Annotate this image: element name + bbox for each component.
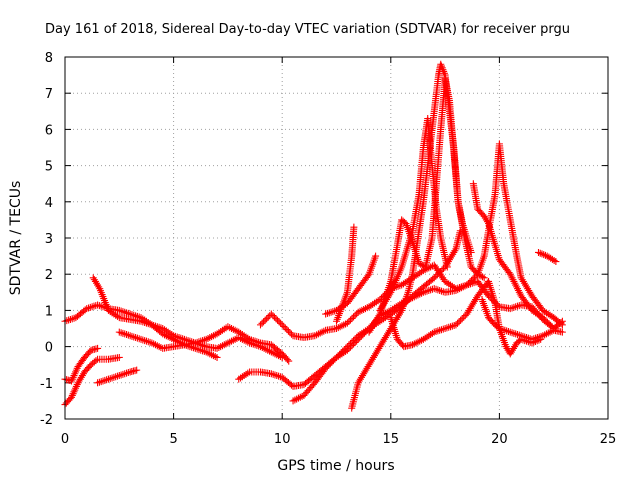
y-tick-label: 6 bbox=[45, 123, 53, 138]
chart-title: Day 161 of 2018, Sidereal Day-to-day VTE… bbox=[45, 22, 570, 37]
x-tick-label: 10 bbox=[274, 432, 291, 447]
series-arc13 bbox=[469, 180, 558, 332]
marker-trail bbox=[387, 277, 545, 358]
marker-trail bbox=[376, 115, 451, 314]
series-arc11 bbox=[376, 115, 451, 314]
y-tick-label: -2 bbox=[40, 413, 53, 428]
data-marks bbox=[61, 60, 566, 412]
y-tick-label: 0 bbox=[45, 341, 53, 356]
ticks bbox=[64, 56, 609, 420]
marker-trail bbox=[478, 296, 566, 343]
y-tick-label: 1 bbox=[45, 304, 53, 319]
grid bbox=[65, 57, 608, 419]
marker-trail bbox=[348, 60, 566, 412]
series-arc3 bbox=[115, 323, 293, 365]
y-tick-label: 4 bbox=[45, 196, 53, 211]
marker-trail bbox=[322, 252, 380, 318]
series-arc15 bbox=[534, 248, 560, 266]
tick-labels: 0 5 10 15 20 25 -2 -1 0 1 2 3 4 5 6 7 8 bbox=[40, 51, 616, 447]
y-tick-label: -1 bbox=[40, 377, 53, 392]
x-tick-label: 25 bbox=[600, 432, 617, 447]
plot-frame bbox=[64, 56, 609, 420]
series-arc8 bbox=[322, 252, 380, 318]
y-tick-label: 5 bbox=[45, 160, 53, 175]
x-tick-label: 0 bbox=[61, 432, 69, 447]
x-tick-label: 5 bbox=[169, 432, 177, 447]
series-arc7 bbox=[333, 223, 358, 325]
y-tick-label: 8 bbox=[45, 51, 53, 66]
y-tick-label: 7 bbox=[45, 87, 53, 102]
series-arc9 bbox=[348, 60, 566, 412]
x-tick-label: 20 bbox=[491, 432, 508, 447]
y-tick-label: 3 bbox=[45, 232, 53, 247]
marker-trail bbox=[534, 248, 560, 266]
x-tick-label: 15 bbox=[383, 432, 400, 447]
series-arc12 bbox=[387, 277, 545, 358]
marker-trail bbox=[94, 366, 141, 387]
marker-trail bbox=[333, 223, 358, 325]
y-tick-label: 2 bbox=[45, 268, 53, 283]
marker-trail bbox=[115, 323, 293, 365]
series-arc18 bbox=[94, 366, 141, 387]
marker-trail bbox=[469, 180, 558, 332]
series-arc14 bbox=[478, 296, 566, 343]
y-axis-label: SDTVAR / TECUs bbox=[8, 181, 24, 296]
x-axis-label: GPS time / hours bbox=[277, 458, 394, 474]
